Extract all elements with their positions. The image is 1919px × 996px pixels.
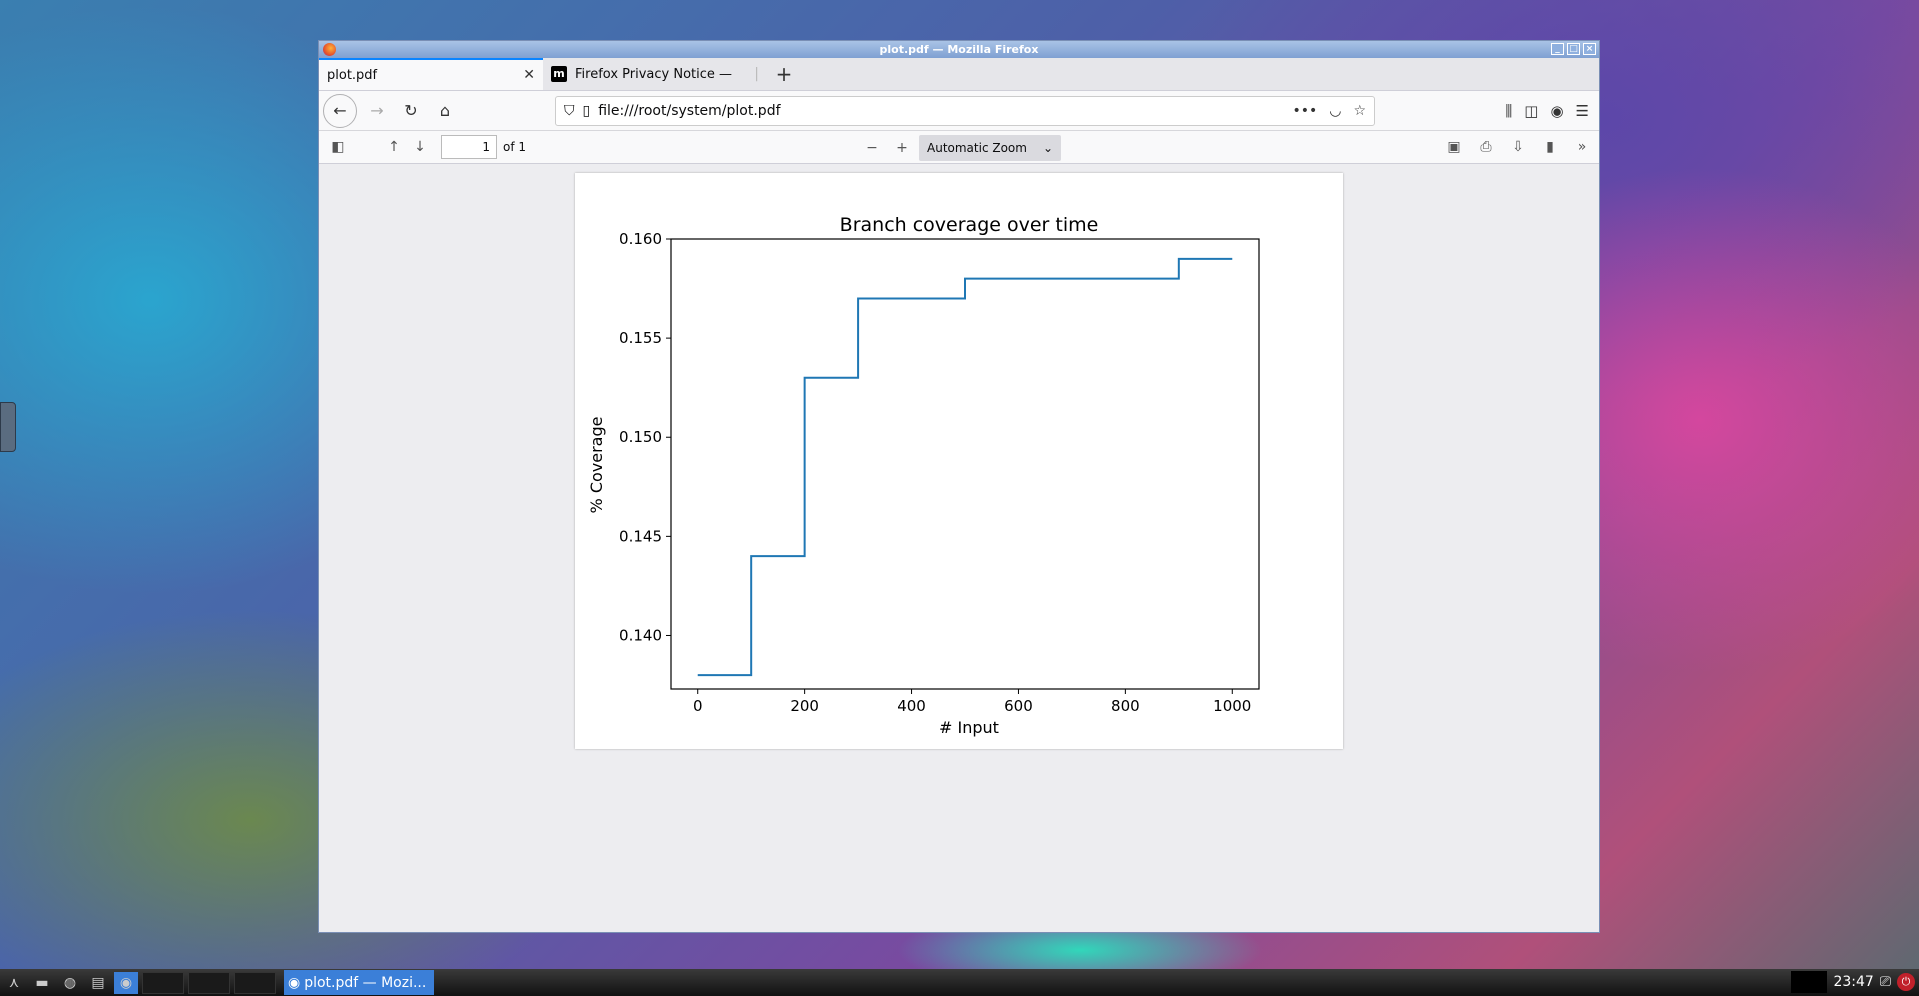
firefox-window: plot.pdf — Mozilla Firefox _ □ × plot.pd… [318, 40, 1600, 933]
reload-button[interactable]: ↻ [404, 101, 418, 120]
pdf-viewer[interactable]: Branch coverage over time # Input % Cove… [319, 165, 1599, 932]
print-icon[interactable]: ⎙ [1480, 139, 1492, 155]
library-icon[interactable]: ⫼ [1505, 101, 1513, 120]
pocket-icon[interactable]: ◡ [1329, 102, 1342, 119]
presentation-mode-icon[interactable]: ▣ [1447, 139, 1461, 155]
side-panel-handle[interactable] [0, 402, 16, 452]
tab-plot-pdf[interactable]: plot.pdf ✕ [319, 58, 543, 90]
tab-bar: plot.pdf ✕ m Firefox Privacy Notice — | … [319, 58, 1599, 91]
coverage-chart: Branch coverage over time # Input % Cove… [587, 214, 1260, 737]
task-label: plot.pdf — Mozi... [304, 974, 427, 991]
forward-button[interactable]: → [370, 101, 384, 120]
close-window-button[interactable]: × [1583, 43, 1596, 55]
maximize-button[interactable]: □ [1567, 43, 1580, 55]
account-icon[interactable]: ◉ [1550, 101, 1564, 120]
taskbar-firefox-task[interactable]: ◉ plot.pdf — Mozi... [284, 970, 434, 995]
download-icon[interactable]: ⇩ [1512, 139, 1524, 155]
chevron-down-icon: ⌄ [1042, 141, 1053, 155]
menu-icon[interactable]: ☰ [1575, 101, 1589, 120]
firefox-launcher-icon[interactable]: ◉ [114, 971, 138, 994]
firefox-icon: ◉ [288, 974, 301, 991]
toggle-sidebar-icon[interactable]: ◧ [331, 139, 345, 155]
back-button[interactable]: ← [323, 93, 357, 128]
zoom-out-icon[interactable]: − [866, 140, 878, 156]
series-line-coverage [697, 257, 1233, 677]
url-text[interactable]: file:///root/system/plot.pdf [598, 102, 781, 119]
workspace-1[interactable] [142, 971, 184, 994]
x-tick-label: 0 [693, 697, 703, 715]
workspace-3[interactable] [234, 971, 276, 994]
next-page-icon[interactable]: ↓ [414, 139, 426, 155]
bookmark-icon[interactable]: ▮ [1546, 139, 1554, 155]
y-axis-label: % Coverage [587, 417, 606, 514]
workspace-2[interactable] [188, 971, 230, 994]
clock[interactable]: 23:47 [1833, 974, 1874, 990]
page-count-label: of 1 [503, 140, 527, 154]
browser-globe-icon[interactable]: ◍ [63, 974, 77, 991]
minimize-button[interactable]: _ [1551, 43, 1564, 55]
chart-title: Branch coverage over time [840, 214, 1099, 236]
window-title: plot.pdf — Mozilla Firefox [879, 43, 1039, 56]
page-number-input[interactable]: 1 [441, 135, 497, 159]
navigation-toolbar: ← → ↻ ⌂ ⛉ ▯ file:///root/system/plot.pdf… [319, 91, 1599, 131]
pdf-page: Branch coverage over time # Input % Cove… [575, 173, 1343, 749]
close-tab-icon[interactable]: ✕ [523, 67, 535, 83]
y-tick-label: 0.145 [619, 527, 662, 545]
new-tab-button[interactable]: + [775, 62, 793, 86]
x-tick-label: 200 [790, 697, 819, 715]
title-bar: plot.pdf — Mozilla Firefox _ □ × [319, 41, 1599, 58]
network-icon[interactable]: ⎚ [1879, 974, 1891, 990]
x-tick-label: 800 [1111, 697, 1140, 715]
firefox-icon [323, 43, 336, 56]
zoom-select[interactable]: Automatic Zoom ⌄ [919, 135, 1061, 161]
zoom-in-icon[interactable]: + [896, 140, 908, 156]
power-icon[interactable]: ⏻ [1897, 973, 1915, 991]
tray-area [1791, 971, 1828, 993]
page-icon: ▯ [582, 102, 591, 119]
tab-label: Firefox Privacy Notice — [575, 66, 733, 82]
axes-frame [670, 238, 1260, 690]
x-axis-label: # Input [939, 718, 999, 737]
y-tick-label: 0.140 [619, 626, 662, 644]
terminal-icon[interactable]: ▬ [35, 974, 49, 991]
tab-label: plot.pdf [327, 67, 378, 83]
zoom-value: Automatic Zoom [927, 141, 1027, 155]
mozilla-icon: m [551, 66, 567, 82]
pdf-toolbar: ◧ ↑ ↓ 1 of 1 − + Automatic Zoom ⌄ ▣ ⎙ ⇩ … [319, 131, 1599, 164]
y-tick-label: 0.155 [619, 329, 662, 347]
file-manager-icon[interactable]: ▤ [91, 974, 105, 991]
y-tick-label: 0.150 [619, 428, 662, 446]
shield-icon[interactable]: ⛉ [564, 102, 575, 119]
y-tick-label: 0.160 [619, 230, 662, 248]
start-menu-icon[interactable]: ⋏ [8, 974, 20, 991]
x-tick-label: 600 [1004, 697, 1033, 715]
tab-separator: | [754, 66, 759, 82]
url-bar[interactable]: ⛉ ▯ file:///root/system/plot.pdf ••• ◡ ☆ [555, 95, 1375, 126]
tab-privacy-notice[interactable]: m Firefox Privacy Notice — | [543, 58, 767, 90]
x-tick-label: 1000 [1213, 697, 1251, 715]
page-actions-icon[interactable]: ••• [1292, 102, 1318, 119]
home-button[interactable]: ⌂ [439, 101, 451, 120]
tools-icon[interactable]: » [1577, 139, 1587, 155]
bookmark-star-icon[interactable]: ☆ [1353, 102, 1366, 119]
previous-page-icon[interactable]: ↑ [388, 139, 400, 155]
x-tick-label: 400 [897, 697, 926, 715]
sidebar-icon[interactable]: ◫ [1524, 101, 1539, 120]
taskbar: ⋏ ▬ ◍ ▤ ◉ ◉ plot.pdf — Mozi... 23:47 ⎚ ⏻ [0, 969, 1919, 996]
